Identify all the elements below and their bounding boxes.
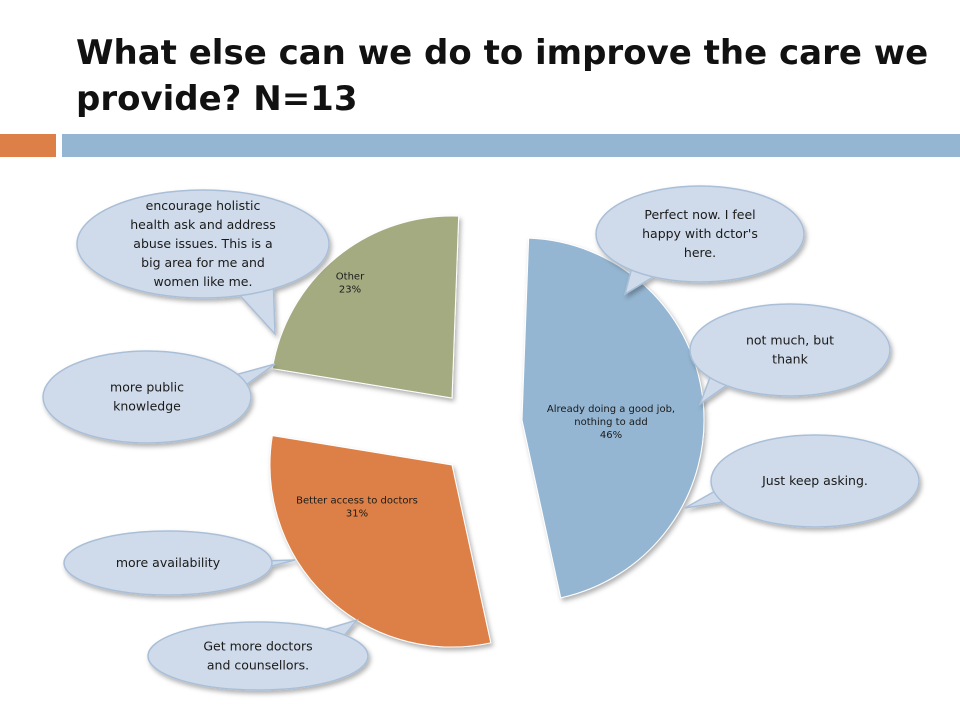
callout-text: encourage holistic health ask and address…	[130, 198, 276, 289]
title-accent-bar	[0, 134, 56, 157]
callout-text-line: more public	[110, 380, 184, 395]
slice-label-line: nothing to add	[574, 417, 647, 428]
slice-label-line: Already doing a good job,	[547, 404, 675, 415]
callout-text-line: abuse issues. This is a	[133, 236, 272, 251]
callout-text-line: more availability	[116, 555, 221, 570]
callout-text-line: thank	[772, 352, 808, 367]
callout-text-line: Get more doctors	[203, 639, 312, 654]
pie-slice-already-doing-a-good-job-nothing-to-add	[521, 237, 705, 599]
slide-title-line-1: What else can we do to improve the care …	[76, 33, 929, 73]
slice-percent: 46%	[600, 430, 622, 441]
callout-fill	[712, 436, 918, 526]
slice-label: Already doing a good job, nothing to add 4…	[547, 404, 675, 441]
callout-text-line: big area for me and	[141, 255, 265, 270]
title-underline-bar	[62, 134, 960, 157]
callout-text-line: health ask and address	[130, 217, 276, 232]
slide-title-line-2: provide? N=13	[76, 79, 358, 119]
callout-text: Just keep asking.	[761, 473, 868, 488]
callout-text: Get more doctors and counsellors.	[203, 639, 312, 673]
slice-percent: 23%	[339, 285, 361, 296]
pie-slice-better-access-to-doctors	[269, 435, 492, 648]
callout-text-line: encourage holistic	[146, 198, 261, 213]
callout-fill	[149, 623, 367, 689]
pie-slice-other	[271, 215, 460, 399]
callout-text-line: here.	[684, 245, 716, 260]
callout-text-line: not much, but	[746, 333, 834, 348]
slide-title: What else can we do to improve the care …	[76, 30, 936, 122]
callout-fill	[597, 187, 803, 281]
callout-text: more public knowledge	[110, 380, 184, 414]
callout-text: not much, but thank	[746, 333, 834, 367]
slice-label: Better access to doctors 31%	[296, 496, 418, 520]
callout-text: more availability	[116, 555, 221, 570]
slice-label-line: Other	[336, 272, 365, 283]
slice-label: Other 23%	[336, 272, 365, 296]
callout-fill	[78, 191, 328, 297]
callout-fill	[44, 352, 250, 442]
callout-text-line: Just keep asking.	[761, 473, 868, 488]
callout-text-line: women like me.	[154, 274, 253, 289]
slice-percent: 31%	[346, 509, 368, 520]
callout-text-line: happy with dctor's	[642, 226, 758, 241]
callout-fill	[65, 532, 271, 594]
callout-fill	[691, 305, 889, 395]
callout-text: Perfect now. I feel happy with dctor's her…	[642, 207, 758, 260]
slice-label-line: Better access to doctors	[296, 496, 418, 507]
pie-slices	[269, 215, 705, 648]
callout-text-line: and counsellors.	[207, 658, 309, 673]
callout-text-line: Perfect now. I feel	[644, 207, 755, 222]
callout-text-line: knowledge	[113, 399, 181, 414]
